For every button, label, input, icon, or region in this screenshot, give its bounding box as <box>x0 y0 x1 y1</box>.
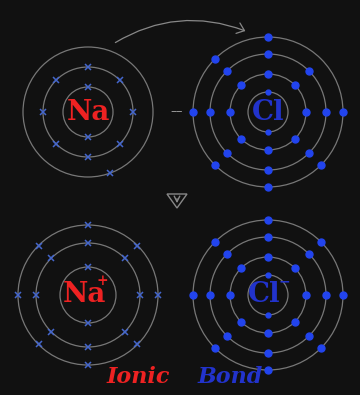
FancyArrowPatch shape <box>115 21 244 43</box>
Text: Na: Na <box>62 282 106 308</box>
Text: Ionic: Ionic <box>106 366 170 388</box>
Text: +: + <box>96 274 108 288</box>
Text: −: − <box>278 274 290 288</box>
Text: Bond: Bond <box>197 366 263 388</box>
Text: Cl: Cl <box>248 282 280 308</box>
Text: ––: –– <box>171 105 183 118</box>
Text: Cl: Cl <box>252 98 284 126</box>
Text: Na: Na <box>66 98 110 126</box>
